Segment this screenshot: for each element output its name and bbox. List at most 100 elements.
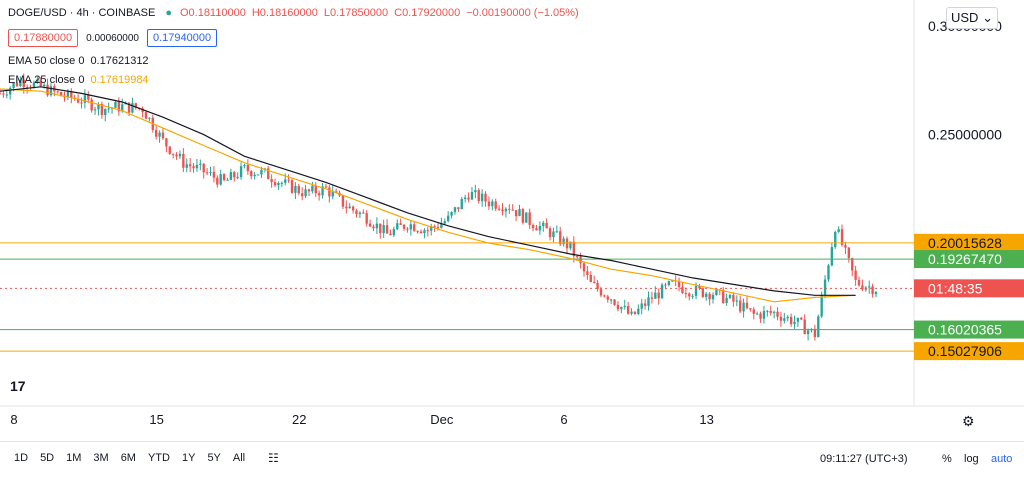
range-button[interactable]: 6M <box>120 452 136 464</box>
candle-body <box>643 303 647 306</box>
candle-body <box>460 198 463 210</box>
candle-body <box>650 297 654 299</box>
candle-body <box>511 209 514 211</box>
candle-body <box>599 289 603 296</box>
range-button[interactable]: YTD <box>147 452 170 464</box>
candle-body <box>358 212 362 215</box>
candle-body <box>443 221 446 224</box>
candle-body <box>382 225 385 234</box>
candle-body <box>127 102 131 113</box>
candle-body <box>637 308 640 314</box>
candle-body <box>582 263 586 272</box>
change-value: −0.00190000 (−1.05%) <box>466 7 579 19</box>
candle-body <box>243 165 246 167</box>
candle-body <box>131 103 134 113</box>
range-button[interactable]: 5D <box>40 452 55 464</box>
level-label: 0.15027906 <box>928 343 1002 359</box>
range-button[interactable]: All <box>232 452 246 464</box>
candle-body <box>226 179 229 181</box>
gear-icon[interactable]: ⚙ <box>962 413 975 429</box>
auto-toggle[interactable]: auto <box>991 453 1013 465</box>
candle-body <box>660 284 664 299</box>
range-button[interactable]: 5Y <box>207 452 221 464</box>
candle-body <box>446 215 450 222</box>
candle-body <box>854 270 857 280</box>
candle-body <box>559 231 562 245</box>
range-button[interactable]: 1Y <box>181 452 196 464</box>
candle-body <box>497 208 501 210</box>
candle-body <box>402 224 406 229</box>
candle-body <box>569 241 572 249</box>
ema25-legend[interactable]: EMA 25 close 0 0.17619984 <box>8 74 149 86</box>
candle-body <box>287 179 290 181</box>
range-selector: 1D 5D 1M 3M 6M YTD 1Y 5Y All <box>8 452 251 464</box>
candle-body <box>735 300 738 302</box>
candle-body <box>399 223 402 225</box>
ema50-legend[interactable]: EMA 50 close 0 0.17621312 <box>8 55 149 67</box>
candle-body <box>514 210 518 217</box>
clock-readout[interactable]: 09:11:27 (UTC+3) <box>820 453 908 465</box>
candle-body <box>576 256 579 258</box>
candle-body <box>260 169 263 175</box>
candle-body <box>620 307 623 310</box>
candle-body <box>616 304 620 310</box>
candle-body <box>300 193 304 197</box>
candle-body <box>742 302 745 312</box>
candle-body <box>436 226 440 228</box>
candle-body <box>46 84 49 96</box>
calendar-icon[interactable]: ☷ <box>268 451 279 465</box>
y-tick-label: 0.25000000 <box>928 127 1002 143</box>
symbol-title[interactable]: DOGE/USD · 4h · COINBASE <box>8 7 156 19</box>
candle-body <box>239 166 243 178</box>
candle-body <box>267 168 270 180</box>
level-label: 0.19267470 <box>928 251 1002 267</box>
close-value: C0.17920000 <box>394 7 461 19</box>
candle-body <box>847 247 851 259</box>
candle-body <box>307 189 311 192</box>
ema25-line <box>0 88 856 303</box>
candle-body <box>613 299 616 305</box>
range-button[interactable]: 1M <box>66 452 82 464</box>
candle-body <box>36 79 39 83</box>
candle-body <box>233 172 236 178</box>
candle-body <box>820 294 823 317</box>
candle-body <box>562 238 565 245</box>
range-button[interactable]: 1D <box>14 452 29 464</box>
ema25-label: EMA 25 close 0 <box>8 74 85 86</box>
candle-body <box>93 109 97 111</box>
candle-body <box>531 225 535 229</box>
x-tick-label: 22 <box>292 412 306 427</box>
tradingview-logo-icon[interactable]: 17 <box>10 378 26 394</box>
candle-body <box>273 182 277 186</box>
candle-body <box>413 224 416 232</box>
candles-layer <box>0 73 878 341</box>
range-button[interactable]: 3M <box>93 452 109 464</box>
candle-body <box>328 187 331 197</box>
candle-body <box>796 317 800 322</box>
candle-body <box>161 132 165 139</box>
candle-body <box>477 190 480 202</box>
currency-select[interactable]: USD ⌄ <box>946 7 998 29</box>
buy-button[interactable]: 0.17940000 <box>146 29 218 47</box>
candle-body <box>117 101 121 112</box>
candle-body <box>375 223 379 229</box>
candle-body <box>365 213 368 224</box>
candle-body <box>722 289 725 304</box>
bid-ask-row: 0.17880000 0.00060000 0.17940000 <box>8 29 218 47</box>
log-toggle[interactable]: log <box>964 453 979 465</box>
bottom-toolbar: 1D 5D 1M 3M 6M YTD 1Y 5Y All ☷ 09:11:27 (UTC+3) … <box>0 441 1024 478</box>
candle-body <box>579 256 582 264</box>
candle-body <box>806 330 810 335</box>
candle-body <box>857 279 861 286</box>
candle-body <box>49 86 53 96</box>
sell-button[interactable]: 0.17880000 <box>8 29 79 47</box>
x-tick-label: 13 <box>699 412 713 427</box>
candle-body <box>592 281 596 283</box>
candle-body <box>406 228 409 230</box>
candle-body <box>793 321 796 325</box>
level-label-box <box>914 342 1024 361</box>
percent-toggle[interactable]: % <box>942 453 952 465</box>
candle-body <box>755 313 759 315</box>
